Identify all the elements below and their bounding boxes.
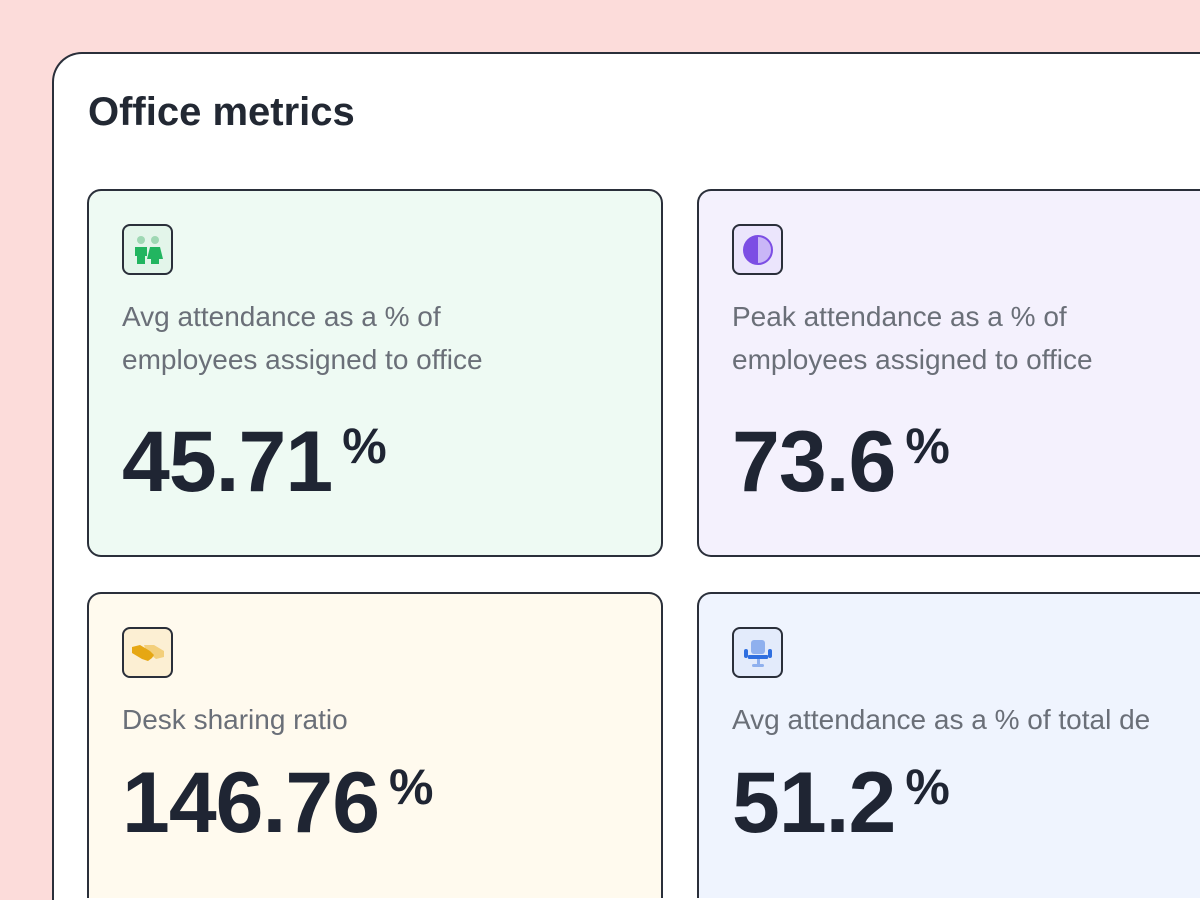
metric-label: Avg attendance as a % of employees assign… [122, 301, 483, 375]
metric-value: 45.71% [122, 414, 387, 510]
half-circle-icon [732, 224, 783, 275]
metric-value: 51.2% [732, 755, 950, 851]
people-icon [122, 224, 173, 275]
page-title: Office metrics [88, 90, 355, 134]
metric-card-peak-attendance[interactable]: Peak attendance as a % of employees assig… [697, 189, 1200, 557]
metric-card-desk-sharing[interactable]: Desk sharing ratio 146.76% [87, 592, 663, 898]
metric-card-avg-attendance[interactable]: Avg attendance as a % of employees assign… [87, 189, 663, 557]
metric-label: Peak attendance as a % of employees assig… [732, 301, 1093, 375]
metric-label: Avg attendance as a % of total de [732, 704, 1151, 735]
metric-label: Desk sharing ratio [122, 704, 348, 735]
handshake-icon [122, 627, 173, 678]
office-metrics-panel: Office metrics Avg attendance as a % of e… [52, 52, 1200, 900]
metric-card-desk-attendance[interactable]: Avg attendance as a % of total de 51.2% [697, 592, 1200, 898]
metric-value: 146.76% [122, 755, 434, 851]
metric-value: 73.6% [732, 414, 950, 510]
office-chair-icon [732, 627, 783, 678]
